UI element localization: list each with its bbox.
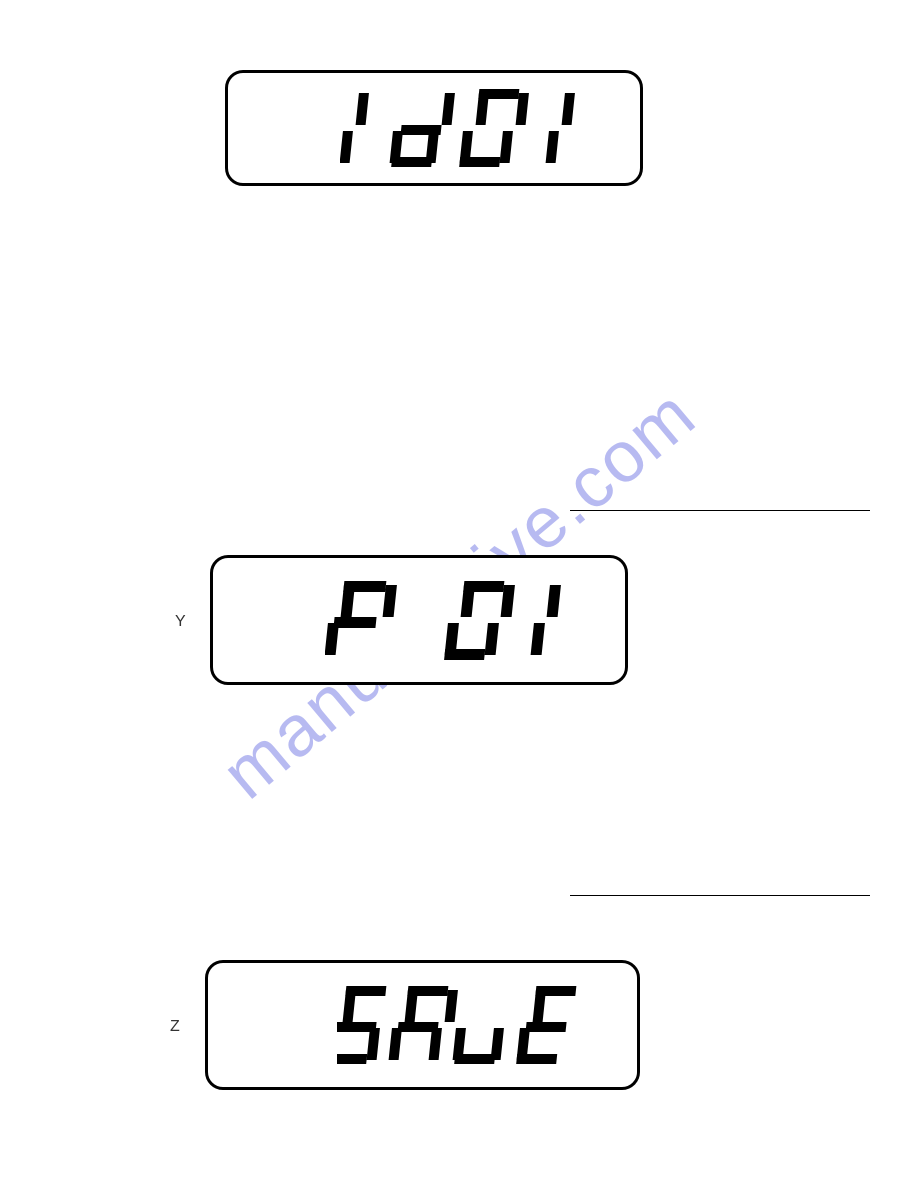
divider-line-2	[570, 895, 870, 896]
lcd-display-2: P OI	[210, 555, 628, 685]
divider-line-1	[570, 510, 870, 511]
seven-seg-icon	[337, 980, 597, 1070]
lcd-display-3: SAuE	[205, 960, 640, 1090]
seven-seg-icon	[325, 575, 585, 665]
axis-label-z: Z	[170, 1018, 180, 1036]
axis-label-y: Y	[175, 613, 186, 631]
lcd-display-1: I dOI	[225, 70, 643, 186]
seven-seg-icon	[340, 83, 600, 173]
